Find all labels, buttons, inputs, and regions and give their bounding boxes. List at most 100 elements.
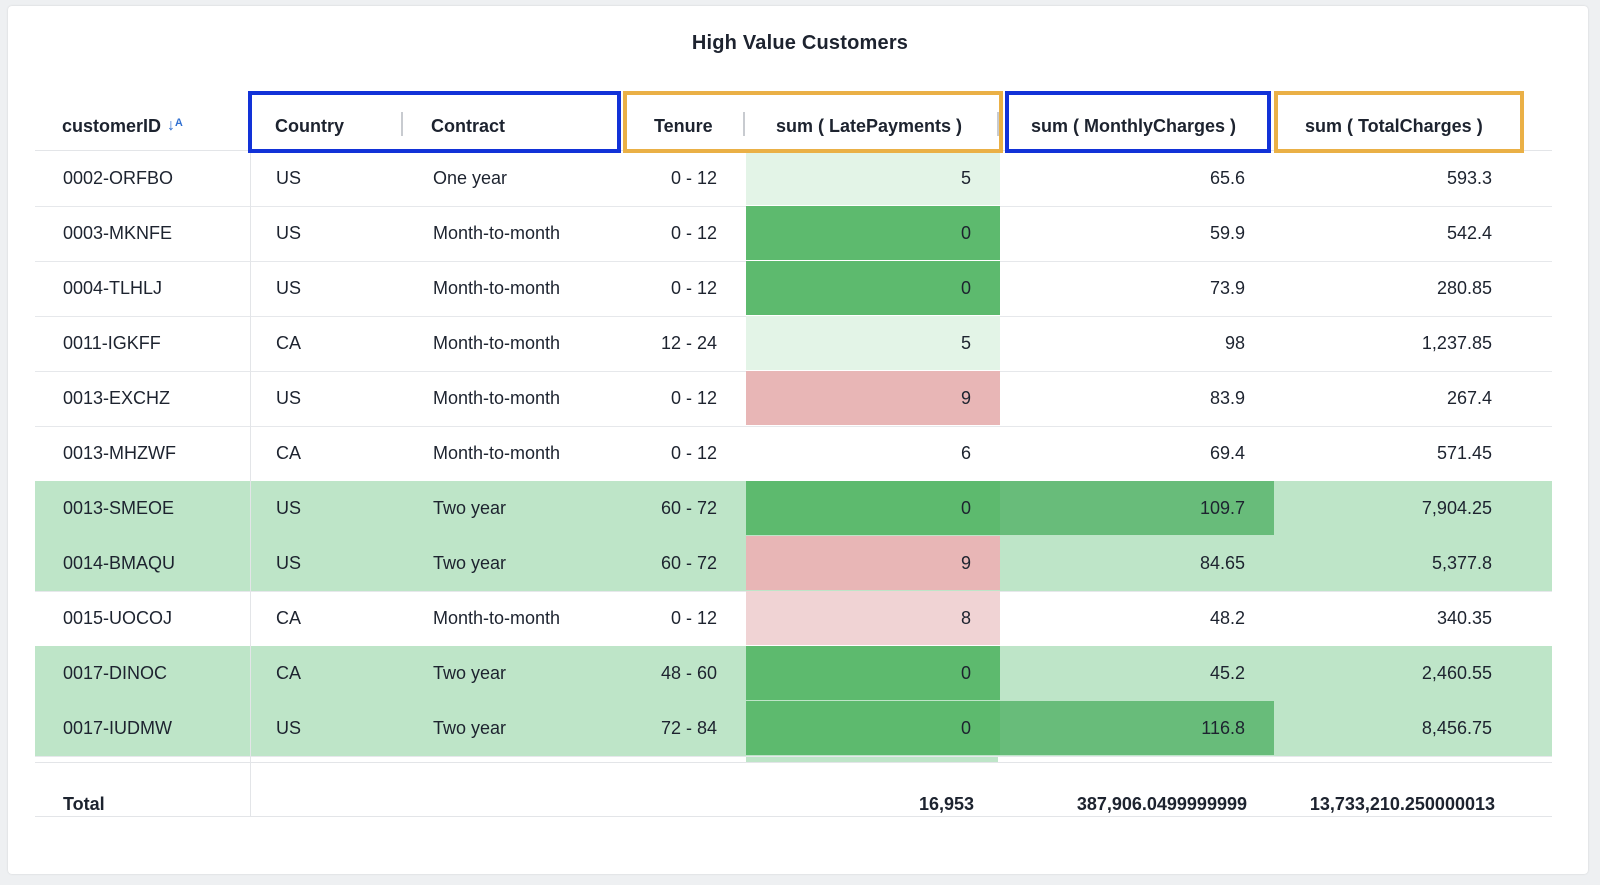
late-payments-heat-fill <box>746 646 1000 700</box>
totals-divider <box>35 762 1552 763</box>
table-row[interactable]: 0011-IGKFF CA Month-to-month 12 - 24 5 98 1,23… <box>35 316 1552 372</box>
header-total-charges[interactable]: sum ( TotalCharges ) <box>1305 115 1483 136</box>
cell-tenure: 60 - 72 <box>660 498 717 518</box>
cell-country: US <box>276 168 302 188</box>
highlight-box-tenure-late <box>623 91 1003 153</box>
table-title: High Value Customers <box>691 32 909 54</box>
cell-tenure: 72 - 84 <box>660 718 717 738</box>
cell-tenure: 48 - 60 <box>660 663 717 683</box>
table-row[interactable]: 0002-ORFBO US One year 0 - 12 5 65.6 593.3 <box>35 151 1552 207</box>
cell-customer-id: 0013-MHZWF <box>63 443 177 463</box>
cell-customer-id: 0017-DINOC <box>63 663 168 683</box>
cell-tenure: 0 - 12 <box>670 608 717 628</box>
cell-total-charges: 8,456.75 <box>1421 718 1492 738</box>
cell-total-charges: 542.4 <box>1446 223 1492 243</box>
header-tenure[interactable]: Tenure <box>654 115 713 136</box>
cell-country: CA <box>276 333 302 353</box>
cell-customer-id: 0002-ORFBO <box>63 168 174 188</box>
cell-tenure: 0 - 12 <box>670 443 717 463</box>
late-payments-heat-fill <box>746 151 1000 205</box>
cell-late-payments: 8 <box>960 608 971 628</box>
late-payments-heat-fill <box>746 591 1000 645</box>
header-late-payments[interactable]: sum ( LatePayments ) <box>776 115 963 136</box>
totals-total-charges: 13,733,210.250000013 <box>1309 793 1495 814</box>
cell-contract: Two year <box>433 498 507 518</box>
cell-customer-id: 0014-BMAQU <box>63 553 176 573</box>
late-payments-heat-fill <box>746 371 1000 425</box>
late-payments-heat-fill <box>746 481 1000 535</box>
cell-contract: Month-to-month <box>433 278 561 298</box>
cell-customer-id: 0017-IUDMW <box>63 718 173 738</box>
scroll-overflow-strip <box>746 757 998 762</box>
cell-customer-id: 0013-EXCHZ <box>63 388 171 408</box>
table-row[interactable]: 0013-SMEOE US Two year 60 - 72 0 109.7 7,904.2… <box>35 481 1552 537</box>
cell-total-charges: 571.45 <box>1436 443 1492 463</box>
cell-contract: One year <box>433 168 508 188</box>
cell-total-charges: 593.3 <box>1446 168 1492 188</box>
late-payments-heat-fill <box>746 261 1000 315</box>
column-resize-handle[interactable] <box>997 112 999 136</box>
table-row[interactable]: 0003-MKNFE US Month-to-month 0 - 12 0 59.9 542… <box>35 206 1552 262</box>
cell-total-charges: 1,237.85 <box>1421 333 1492 353</box>
cell-late-payments: 0 <box>960 278 971 298</box>
cell-tenure: 12 - 24 <box>660 333 717 353</box>
cell-country: CA <box>276 663 302 683</box>
table-row[interactable]: 0013-MHZWF CA Month-to-month 0 - 12 6 69.4 571… <box>35 426 1552 482</box>
cell-monthly-charges: 116.8 <box>1201 718 1245 738</box>
cell-country: CA <box>276 608 302 628</box>
header-country[interactable]: Country <box>275 115 344 136</box>
cell-late-payments: 0 <box>960 663 971 683</box>
cell-monthly-charges: 73.9 <box>1209 278 1245 298</box>
cell-late-payments: 0 <box>960 223 971 243</box>
highlight-box-country-contract <box>248 91 621 153</box>
cell-customer-id: 0013-SMEOE <box>63 498 175 518</box>
cell-tenure: 0 - 12 <box>670 278 717 298</box>
cell-total-charges: 340.35 <box>1436 608 1492 628</box>
cell-contract: Month-to-month <box>433 388 561 408</box>
cell-total-charges: 280.85 <box>1436 278 1492 298</box>
monthly-charges-heat-fill <box>1000 701 1274 755</box>
late-payments-heat-fill <box>746 316 1000 370</box>
table-row[interactable]: 0015-UOCOJ CA Month-to-month 0 - 12 8 48.2 340… <box>35 591 1552 647</box>
cell-monthly-charges: 84.65 <box>1199 553 1245 573</box>
table-bottom-border <box>35 816 1552 817</box>
cell-monthly-charges: 59.9 <box>1209 223 1245 243</box>
cell-total-charges: 2,460.55 <box>1421 663 1492 683</box>
table-row[interactable]: 0004-TLHLJ US Month-to-month 0 - 12 0 73.9 280… <box>35 261 1552 317</box>
cell-monthly-charges: 69.4 <box>1209 443 1245 463</box>
highlight-box-monthly <box>1005 91 1271 153</box>
late-payments-heat-fill <box>746 536 1000 590</box>
cell-tenure: 60 - 72 <box>660 553 717 573</box>
table-row[interactable]: 0014-BMAQU US Two year 60 - 72 9 84.65 5,377.8 <box>35 536 1552 592</box>
cell-total-charges: 7,904.25 <box>1421 498 1492 518</box>
cell-total-charges: 267.4 <box>1446 388 1492 408</box>
totals-monthly-charges: 387,906.0499999999 <box>1076 793 1247 814</box>
cell-customer-id: 0004-TLHLJ <box>63 278 163 298</box>
totals-label: Total <box>63 793 105 814</box>
cell-late-payments: 6 <box>960 443 971 463</box>
totals-late-payments: 16,953 <box>918 793 974 814</box>
cell-tenure: 0 - 12 <box>670 388 717 408</box>
cell-contract: Month-to-month <box>433 333 561 353</box>
table-row[interactable]: 0017-IUDMW US Two year 72 - 84 0 116.8 8,456.7… <box>35 701 1552 757</box>
cell-monthly-charges: 48.2 <box>1209 608 1245 628</box>
column-resize-handle[interactable] <box>743 112 745 136</box>
column-resize-handle[interactable] <box>401 112 403 136</box>
cell-late-payments: 9 <box>960 553 971 573</box>
cell-monthly-charges: 83.9 <box>1209 388 1245 408</box>
cell-late-payments: 5 <box>960 168 971 188</box>
table-row[interactable]: 0017-DINOC CA Two year 48 - 60 0 45.2 2,460.55 <box>35 646 1552 702</box>
cell-country: US <box>276 278 302 298</box>
cell-country: US <box>276 223 302 243</box>
cell-contract: Month-to-month <box>433 608 561 628</box>
table-row[interactable]: 0013-EXCHZ US Month-to-month 0 - 12 9 83.9 267… <box>35 371 1552 427</box>
cell-contract: Two year <box>433 663 507 683</box>
cell-country: CA <box>276 443 302 463</box>
header-contract[interactable]: Contract <box>431 115 506 136</box>
cell-monthly-charges: 109.7 <box>1199 498 1245 518</box>
header-monthly-charges[interactable]: sum ( MonthlyCharges ) <box>1031 115 1237 136</box>
header-customerid[interactable]: customerID ↓ᴬ <box>62 97 247 155</box>
sort-az-icon[interactable]: ↓ᴬ <box>167 117 183 134</box>
cell-country: US <box>276 718 302 738</box>
cell-monthly-charges: 98 <box>1224 333 1245 353</box>
